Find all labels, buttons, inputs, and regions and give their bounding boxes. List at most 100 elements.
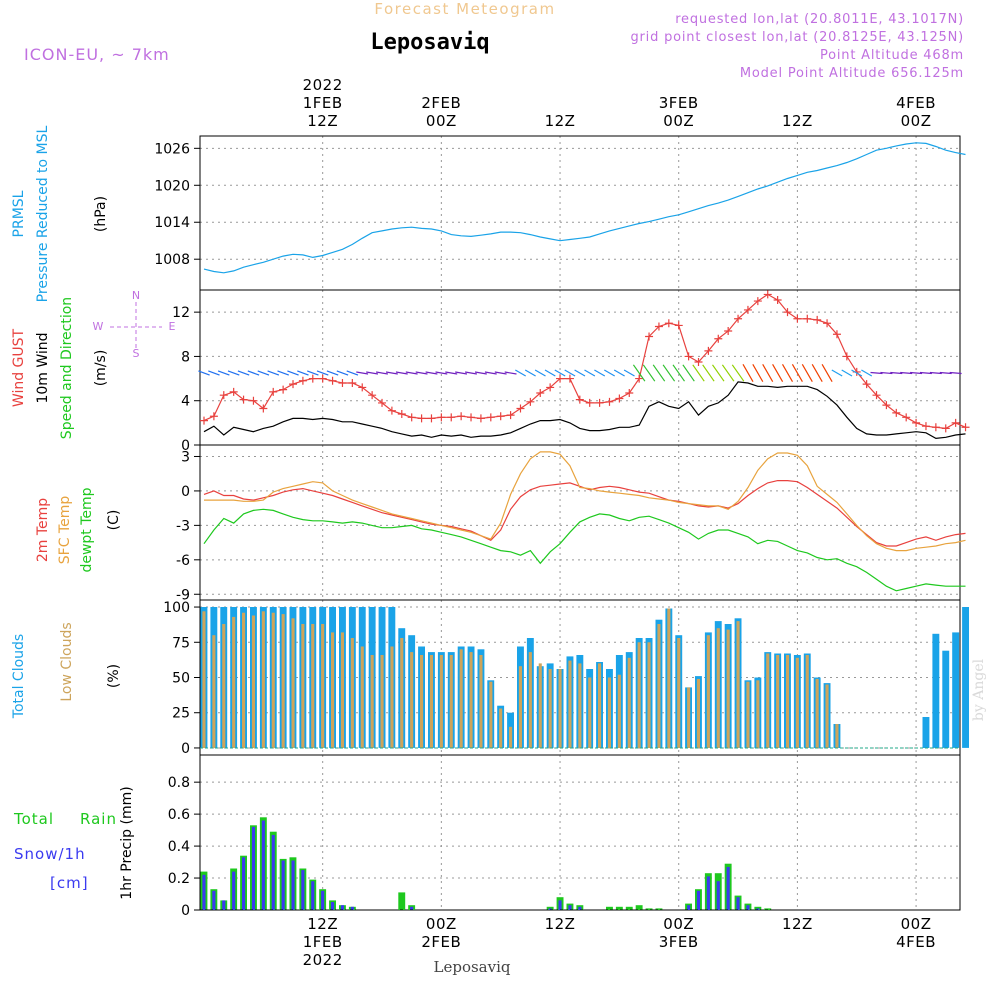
bar-low-clouds [459, 649, 463, 748]
plot-layer: 100810141020102604812-9-6-30302550751000… [154, 76, 970, 969]
wind-arrow [208, 370, 220, 376]
bar-low-clouds [350, 638, 354, 748]
bar-snow-1h [222, 900, 226, 910]
bar-snow-1h [212, 890, 216, 910]
gust-marker [556, 374, 565, 383]
time-label-top: 12Z [307, 112, 338, 130]
gust-marker [842, 352, 851, 361]
bar-low-clouds [558, 669, 562, 748]
info-model-altitude: Model Point Altitude 656.125m [740, 66, 964, 81]
bar-low-clouds [538, 663, 542, 748]
gust-marker [407, 413, 416, 422]
model-label: ICON-EU, ~ 7km [24, 45, 170, 64]
bar-total-rain [635, 905, 643, 910]
ylabel-rain: Rain [80, 810, 117, 828]
compass-e: E [169, 320, 176, 333]
wind-arrow [652, 364, 666, 382]
wind-arrow [821, 364, 833, 382]
ylabel-dewpt-temp: dewpt Temp [79, 487, 95, 572]
time-label-top: 4FEB [896, 94, 936, 112]
y-tick-label: 0.4 [168, 839, 190, 855]
wind-arrow [801, 364, 813, 382]
wind-arrow [524, 369, 536, 377]
gust-marker [961, 423, 970, 432]
time-label-top: 2FEB [421, 94, 461, 112]
wind-arrow [781, 364, 794, 382]
wind-arrow [574, 369, 586, 377]
bar-snow-1h [301, 870, 305, 910]
wind-arrow [742, 364, 754, 382]
gust-marker [684, 352, 693, 361]
chart-subtitle: Forecast Meteogram [374, 0, 555, 18]
wind-arrow [395, 371, 408, 375]
wind-arrow [494, 371, 507, 375]
gust-marker [862, 380, 871, 389]
footer-location: Leposaviq [434, 958, 511, 976]
gust-marker [378, 398, 387, 407]
wind-arrows [198, 364, 962, 382]
gust-marker [269, 387, 278, 396]
wind-arrow [841, 369, 853, 377]
wind-arrow [257, 370, 270, 376]
gust-marker [457, 412, 466, 421]
bar-total-clouds [942, 650, 950, 748]
bar-low-clouds [479, 655, 483, 748]
gust-marker [645, 332, 654, 341]
bar-low-clouds [805, 655, 809, 748]
gust-marker [793, 314, 802, 323]
gust-marker [882, 401, 891, 410]
bar-snow-1h [251, 826, 255, 910]
bar-snow-1h [350, 906, 354, 910]
time-label-top: 00Z [426, 112, 457, 130]
bar-snow-1h [736, 897, 740, 910]
wind-arrow [870, 371, 883, 375]
wind-arrow [445, 371, 458, 375]
gust-marker [467, 413, 476, 422]
gust-marker [516, 404, 525, 413]
y-tick-label: 1026 [154, 141, 190, 157]
gust-marker [328, 376, 337, 385]
wind-arrow [267, 370, 280, 376]
y-tick-label: 0 [181, 438, 190, 454]
wind-arrow [217, 370, 230, 376]
ylabel-hpa: (hPa) [93, 196, 109, 232]
gust-marker [496, 412, 505, 421]
bar-low-clouds [499, 708, 503, 748]
bar-snow-1h [716, 881, 720, 910]
panel-2: -9 -6 -3 0 3 [176, 444, 966, 603]
compass-s: S [133, 347, 140, 360]
series-line-10m-wind [203, 381, 966, 440]
wind-arrow [336, 370, 349, 376]
wind-arrow [919, 371, 932, 375]
bar-low-clouds [578, 663, 582, 748]
ylabel-precip-mm: 1hr Precip (mm) [119, 786, 135, 899]
ylabel-snow: Snow/1h [14, 845, 86, 863]
ylabel-speed-direction: Speed and Direction [59, 297, 75, 439]
time-label-bottom: 1FEB [303, 933, 343, 951]
bar-low-clouds [736, 621, 740, 748]
gust-marker [664, 319, 673, 328]
series-line-wind-gust [203, 293, 966, 430]
gust-marker [476, 414, 485, 423]
wind-arrow [702, 364, 715, 382]
bar-low-clouds [449, 655, 453, 748]
bar-low-clouds [331, 632, 335, 748]
ylabel-total: Total [13, 810, 54, 828]
gust-marker [397, 410, 406, 418]
bar-low-clouds [776, 655, 780, 748]
bar-low-clouds [528, 652, 532, 748]
ylabel-2m-temp: 2m Temp [35, 498, 51, 562]
time-label-bottom: 12Z [307, 915, 338, 933]
y-tick-label: 0 [181, 484, 190, 500]
gust-marker [585, 398, 594, 407]
gust-marker [358, 383, 367, 392]
y-tick-label: -3 [176, 518, 190, 534]
gust-marker [832, 330, 841, 339]
ylabel-10m-wind: 10m Wind [35, 332, 51, 403]
bar-low-clouds [795, 657, 799, 748]
time-label-top: 2022 [303, 76, 343, 94]
bar-low-clouds [746, 681, 750, 748]
wind-arrow [227, 370, 240, 376]
bar-low-clouds [835, 724, 839, 748]
